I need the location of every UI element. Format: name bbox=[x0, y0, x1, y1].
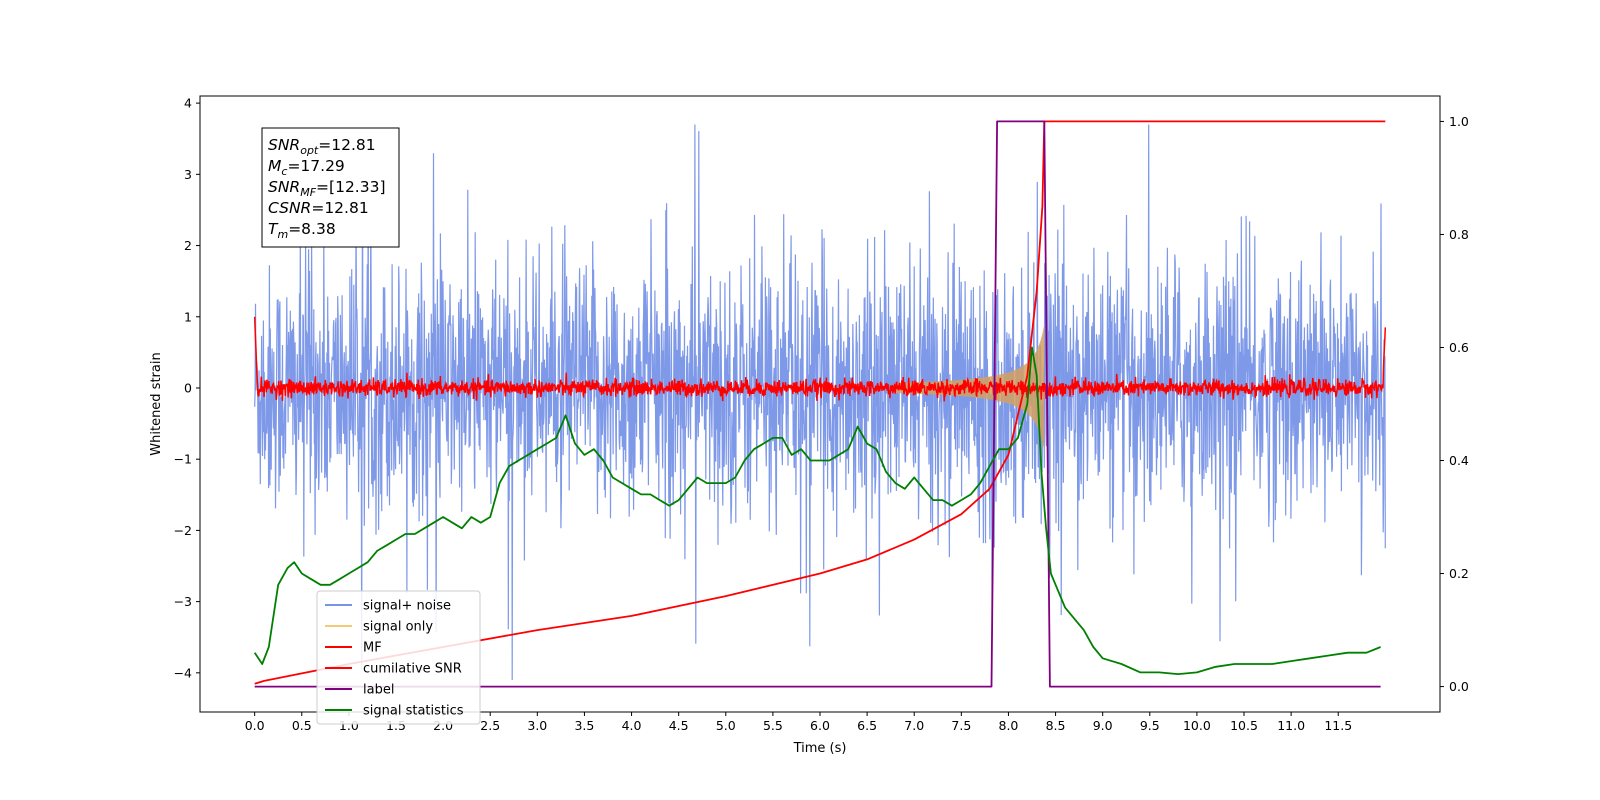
x-tick-label: 6.0 bbox=[810, 718, 830, 733]
annotation-line: Mc=17.29 bbox=[268, 157, 345, 178]
y-tick-label: 4 bbox=[184, 96, 192, 111]
annotation-line: SNRMF=[12.33] bbox=[268, 178, 386, 199]
annotation-frame bbox=[261, 127, 400, 248]
x-tick-label: 2.5 bbox=[480, 718, 500, 733]
y-tick-label: −4 bbox=[174, 665, 192, 680]
x-tick-label: 11.0 bbox=[1277, 718, 1305, 733]
y-tick-label: −3 bbox=[174, 594, 192, 609]
legend-label: signal+ noise bbox=[363, 599, 451, 614]
series-signal-statistics bbox=[253, 346, 1381, 675]
annotation-line: SNRopt=12.81 bbox=[268, 136, 376, 157]
x-tick-label: 6.5 bbox=[857, 718, 877, 733]
x-tick-label: 10.0 bbox=[1183, 718, 1211, 733]
legend: signal+ noise signal only MF cumilative SNR… bbox=[316, 590, 481, 725]
x-tick-label: 0.5 bbox=[292, 718, 312, 733]
axes: 0.0 0.5 1.0 1.5 2.0 2.5 3.0 3.5 4.0 4.5 5.0 5.5 6.0 6… bbox=[174, 96, 1469, 733]
x-tick-label: 7.5 bbox=[951, 718, 971, 733]
y2-tick-label: 0.2 bbox=[1449, 566, 1469, 581]
y2-tick-label: 0.4 bbox=[1449, 453, 1469, 468]
x-tick-label: 8.0 bbox=[999, 718, 1019, 733]
x-tick-label: 3.0 bbox=[527, 718, 547, 733]
x-tick-label: 5.5 bbox=[763, 718, 783, 733]
y2-tick-label: 0.8 bbox=[1449, 227, 1469, 242]
y2-tick-label: 1.0 bbox=[1449, 114, 1469, 129]
x-tick-label: 8.5 bbox=[1046, 718, 1066, 733]
x-tick-label: 9.5 bbox=[1140, 718, 1160, 733]
annotation-line: CSNR=12.81 bbox=[268, 199, 369, 217]
y-tick-label: −2 bbox=[174, 523, 192, 538]
legend-frame bbox=[316, 590, 481, 725]
x-tick-label: 9.0 bbox=[1093, 718, 1113, 733]
legend-label: signal only bbox=[363, 620, 433, 635]
y-tick-label: 1 bbox=[184, 309, 192, 324]
series-label bbox=[254, 120, 1381, 688]
y-tick-label: −1 bbox=[174, 452, 192, 467]
x-tick-label: 7.0 bbox=[904, 718, 924, 733]
x-tick-label: 4.5 bbox=[669, 718, 689, 733]
x-tick-label: 5.0 bbox=[716, 718, 736, 733]
y2-tick-label: 0.0 bbox=[1449, 679, 1469, 694]
y-axis-label: Whitened strain bbox=[149, 352, 164, 455]
y-tick-label: 2 bbox=[184, 238, 192, 253]
x-tick-label: 11.5 bbox=[1324, 718, 1352, 733]
legend-label: signal statistics bbox=[363, 704, 464, 719]
series-signal-noise bbox=[254, 124, 1386, 681]
x-axis-label: Time (s) bbox=[793, 741, 847, 756]
legend-label: label bbox=[363, 683, 394, 698]
x-tick-label: 4.0 bbox=[622, 718, 642, 733]
annotation-box: SNRopt=12.81Mc=17.29SNRMF=[12.33]CSNR=12… bbox=[261, 127, 400, 248]
x-tick-label: 10.5 bbox=[1230, 718, 1258, 733]
y-tick-label: 3 bbox=[184, 167, 192, 182]
y2-tick-label: 0.6 bbox=[1449, 340, 1469, 355]
series-mf bbox=[253, 316, 1387, 402]
x-tick-label: 0.0 bbox=[245, 718, 265, 733]
legend-label: MF bbox=[363, 641, 382, 656]
y-tick-label: 0 bbox=[184, 380, 192, 395]
annotation-line: Tm=8.38 bbox=[268, 220, 336, 241]
x-tick-label: 3.5 bbox=[574, 718, 594, 733]
legend-label: cumilative SNR bbox=[363, 662, 462, 677]
